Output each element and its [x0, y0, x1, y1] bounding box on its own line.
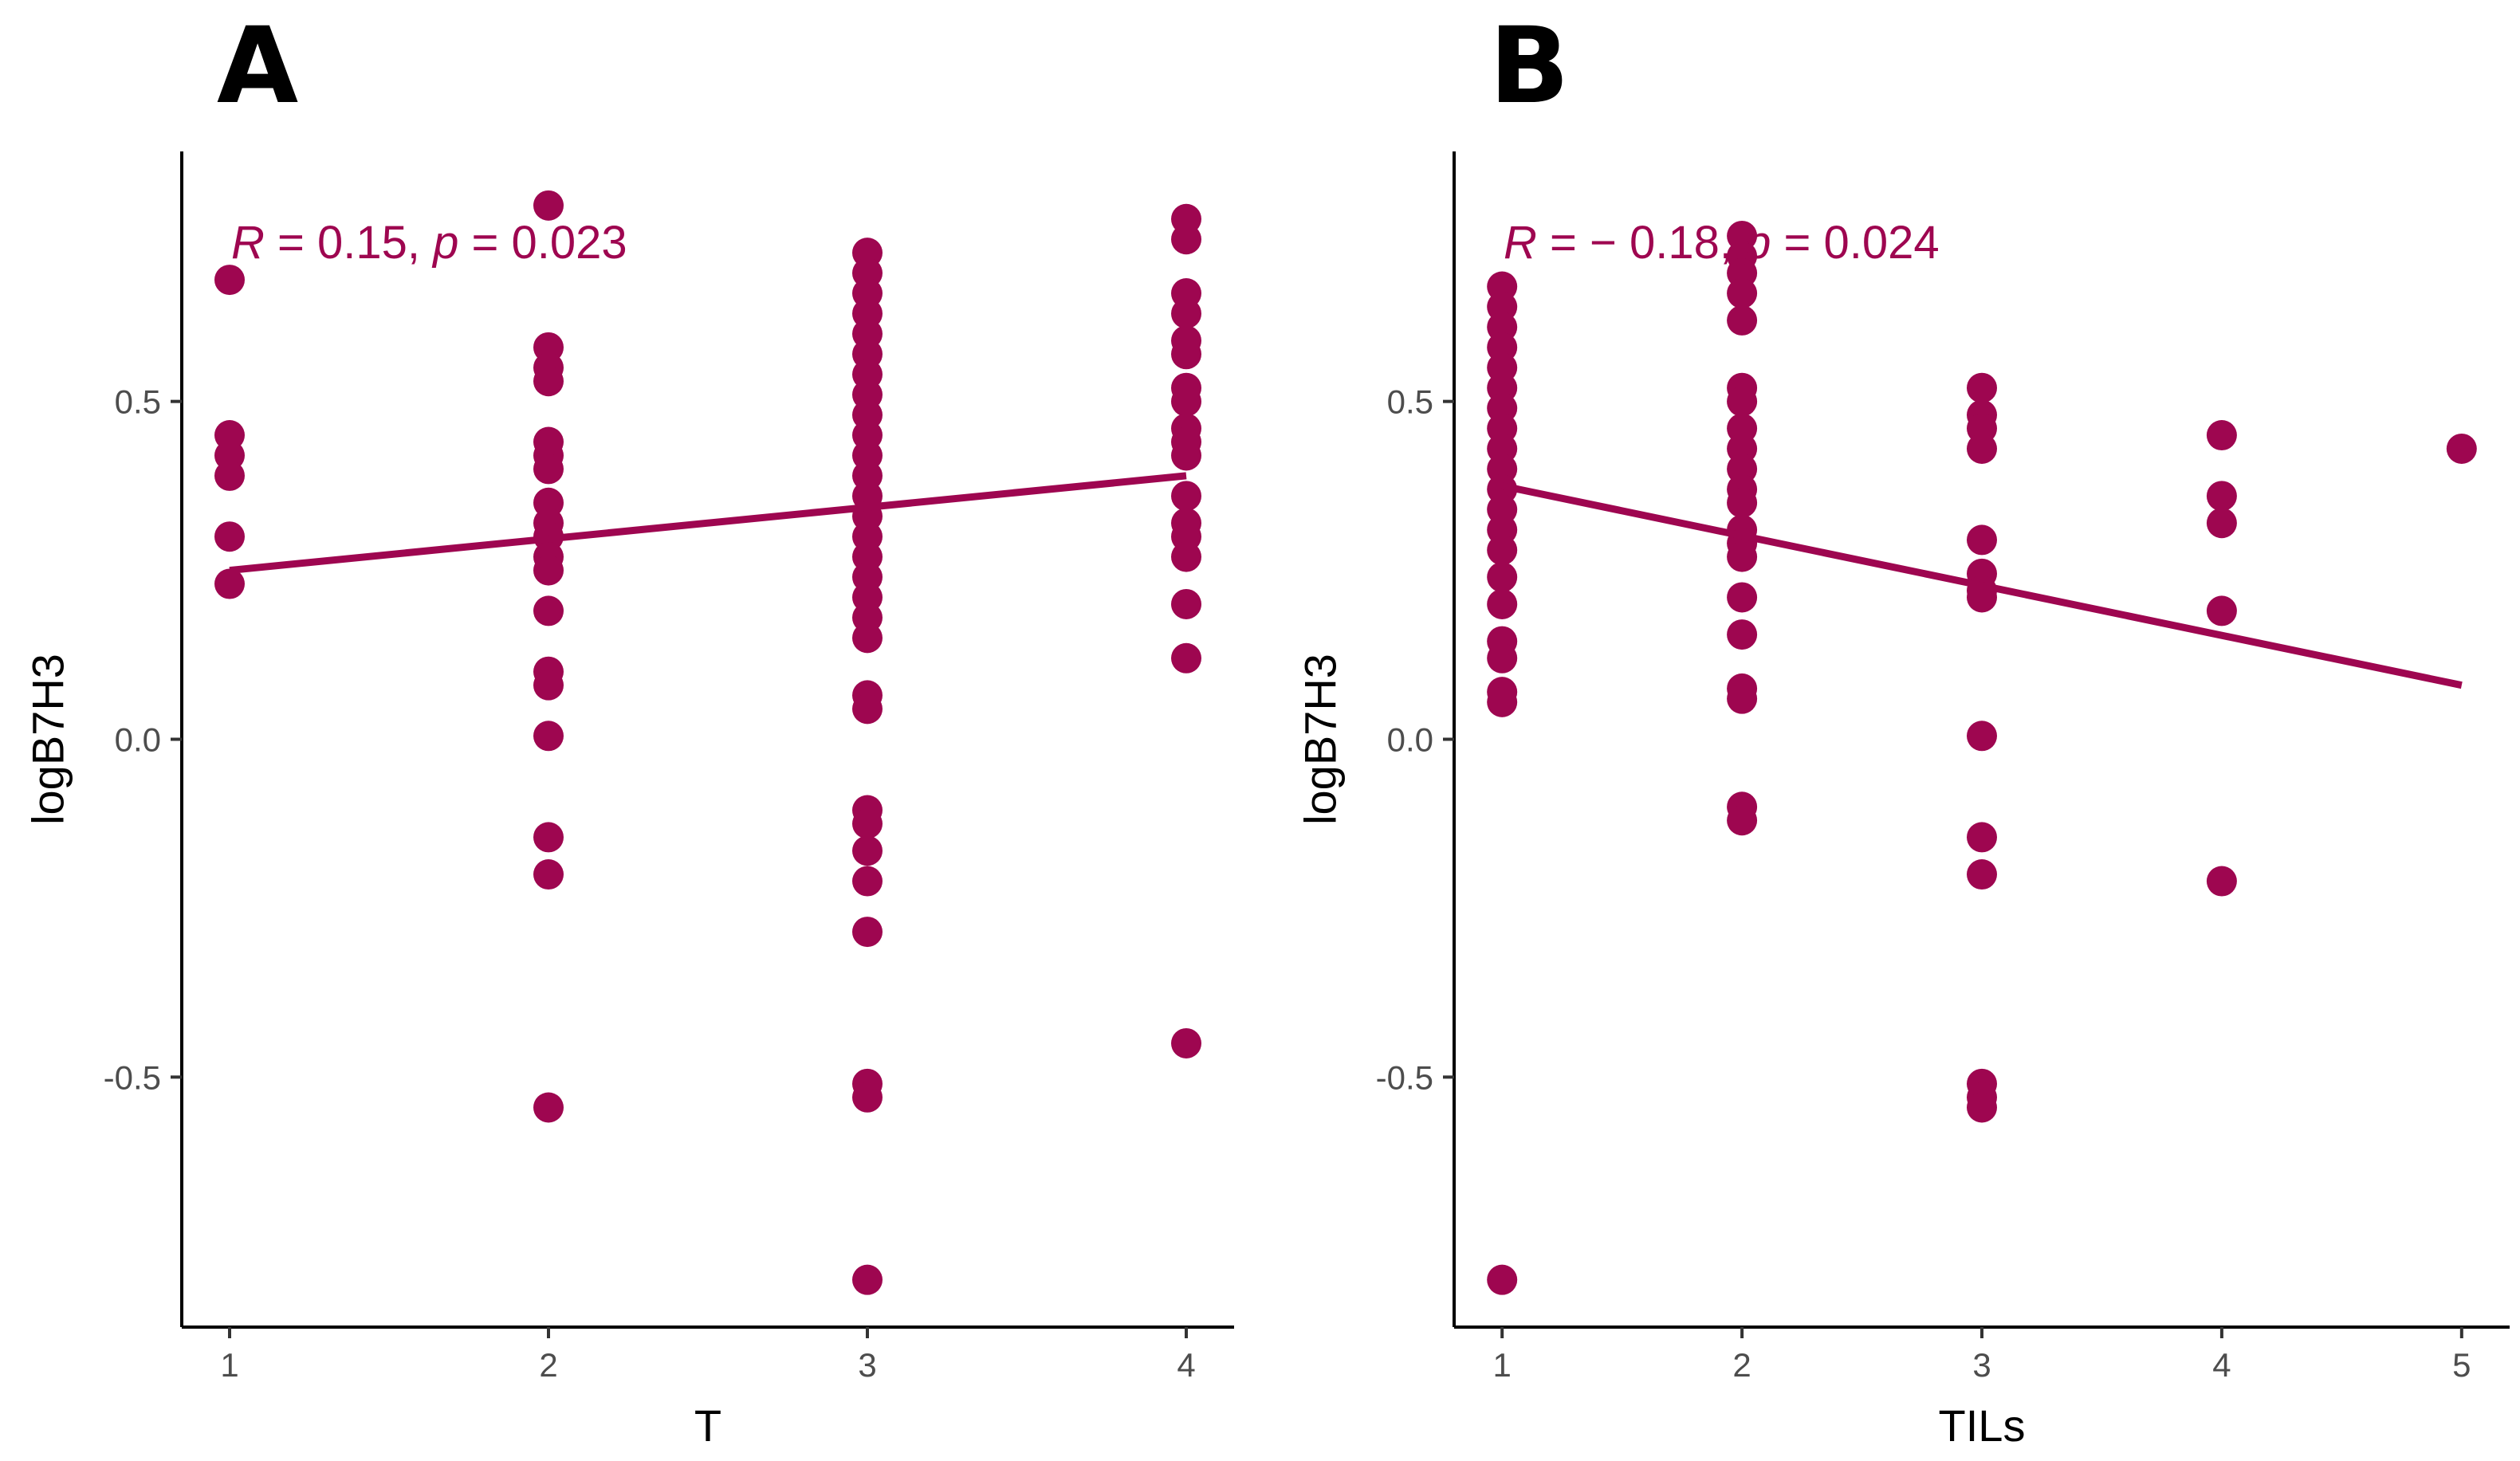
data-point: [1967, 433, 1997, 464]
data-point: [214, 568, 245, 599]
data-point: [2206, 595, 2237, 626]
correlation-annotation: R = − 0.18, p = 0.024: [1504, 217, 1940, 269]
data-point: [1171, 298, 1201, 329]
x-axis-title: TILs: [1939, 1400, 2026, 1451]
data-point: [852, 622, 883, 654]
data-point: [1487, 686, 1518, 717]
data-point: [1487, 642, 1518, 674]
data-point: [1727, 683, 1758, 714]
data-point: [852, 693, 883, 725]
panel-label: B: [1489, 5, 1570, 128]
y-tick-label: 0.0: [115, 721, 161, 759]
data-point: [1727, 541, 1758, 572]
x-tick-label: 1: [1493, 1346, 1512, 1384]
data-point: [2206, 481, 2237, 512]
panel-label: A: [217, 5, 298, 128]
data-point: [533, 190, 564, 221]
data-point: [1727, 386, 1758, 417]
data-point: [533, 721, 564, 752]
data-point: [1171, 541, 1201, 572]
data-point: [1967, 721, 1997, 752]
data-point: [1967, 372, 1997, 403]
data-point: [214, 460, 245, 491]
data-point: [533, 670, 564, 701]
data-point: [533, 859, 564, 890]
data-point: [1487, 1264, 1518, 1295]
data-point: [1171, 386, 1201, 417]
data-point: [1171, 440, 1201, 471]
data-point: [1171, 481, 1201, 512]
data-point: [533, 454, 564, 485]
data-point: [1967, 524, 1997, 556]
x-tick-label: 4: [2212, 1346, 2231, 1384]
data-point: [1727, 278, 1758, 309]
x-tick-label: 1: [220, 1346, 238, 1384]
data-point: [1727, 619, 1758, 650]
data-point: [1727, 304, 1758, 336]
data-point: [1727, 487, 1758, 518]
data-point: [1967, 859, 1997, 890]
panel-b: B 1 2 3 4 5 -0.5 0.0 0.5 TILs logB7H3 R = − 0.18, p…: [1295, 5, 2510, 1451]
x-axis-title: T: [694, 1400, 721, 1451]
data-point: [2206, 508, 2237, 539]
data-point: [852, 808, 883, 839]
data-point: [2206, 866, 2237, 897]
x-tick-label: 2: [1732, 1346, 1751, 1384]
correlation-annotation: R = 0.15, p = 0.023: [231, 217, 627, 269]
x-tick-label: 5: [2452, 1346, 2471, 1384]
data-point: [533, 822, 564, 853]
data-point: [2446, 433, 2477, 464]
y-axis-title: logB7H3: [23, 654, 73, 825]
data-point: [533, 595, 564, 626]
x-tick-label: 2: [539, 1346, 557, 1384]
regression-line: [229, 472, 1187, 575]
y-tick-label: 0.5: [115, 383, 161, 421]
data-point: [1727, 582, 1758, 613]
y-tick-label: 0.5: [1387, 383, 1433, 421]
data-point: [1487, 535, 1518, 566]
data-point: [1171, 339, 1201, 370]
data-point: [852, 866, 883, 897]
data-point: [214, 521, 245, 552]
data-point: [1727, 805, 1758, 836]
regression-line: [1501, 482, 2463, 689]
x-tick-label: 4: [1177, 1346, 1195, 1384]
data-point: [1487, 588, 1518, 619]
data-point: [2206, 420, 2237, 451]
x-tick-label: 3: [858, 1346, 876, 1384]
data-point: [214, 265, 245, 296]
data-point: [1967, 822, 1997, 853]
data-point: [1967, 1092, 1997, 1123]
data-point: [1171, 642, 1201, 674]
data-point: [1171, 588, 1201, 619]
data-point: [852, 835, 883, 866]
y-tick-label: -0.5: [1376, 1058, 1433, 1096]
y-tick-label: -0.5: [104, 1058, 161, 1096]
data-point: [533, 1092, 564, 1123]
data-point: [533, 555, 564, 586]
y-tick-label: 0.0: [1387, 721, 1433, 759]
data-point: [1171, 1027, 1201, 1058]
data-point: [533, 366, 564, 397]
data-point: [852, 1264, 883, 1295]
data-point: [1171, 224, 1201, 255]
data-point: [852, 1082, 883, 1113]
y-axis-title: logB7H3: [1295, 654, 1346, 825]
x-tick-label: 3: [1972, 1346, 1991, 1384]
data-point: [852, 917, 883, 948]
data-point: [1487, 562, 1518, 593]
